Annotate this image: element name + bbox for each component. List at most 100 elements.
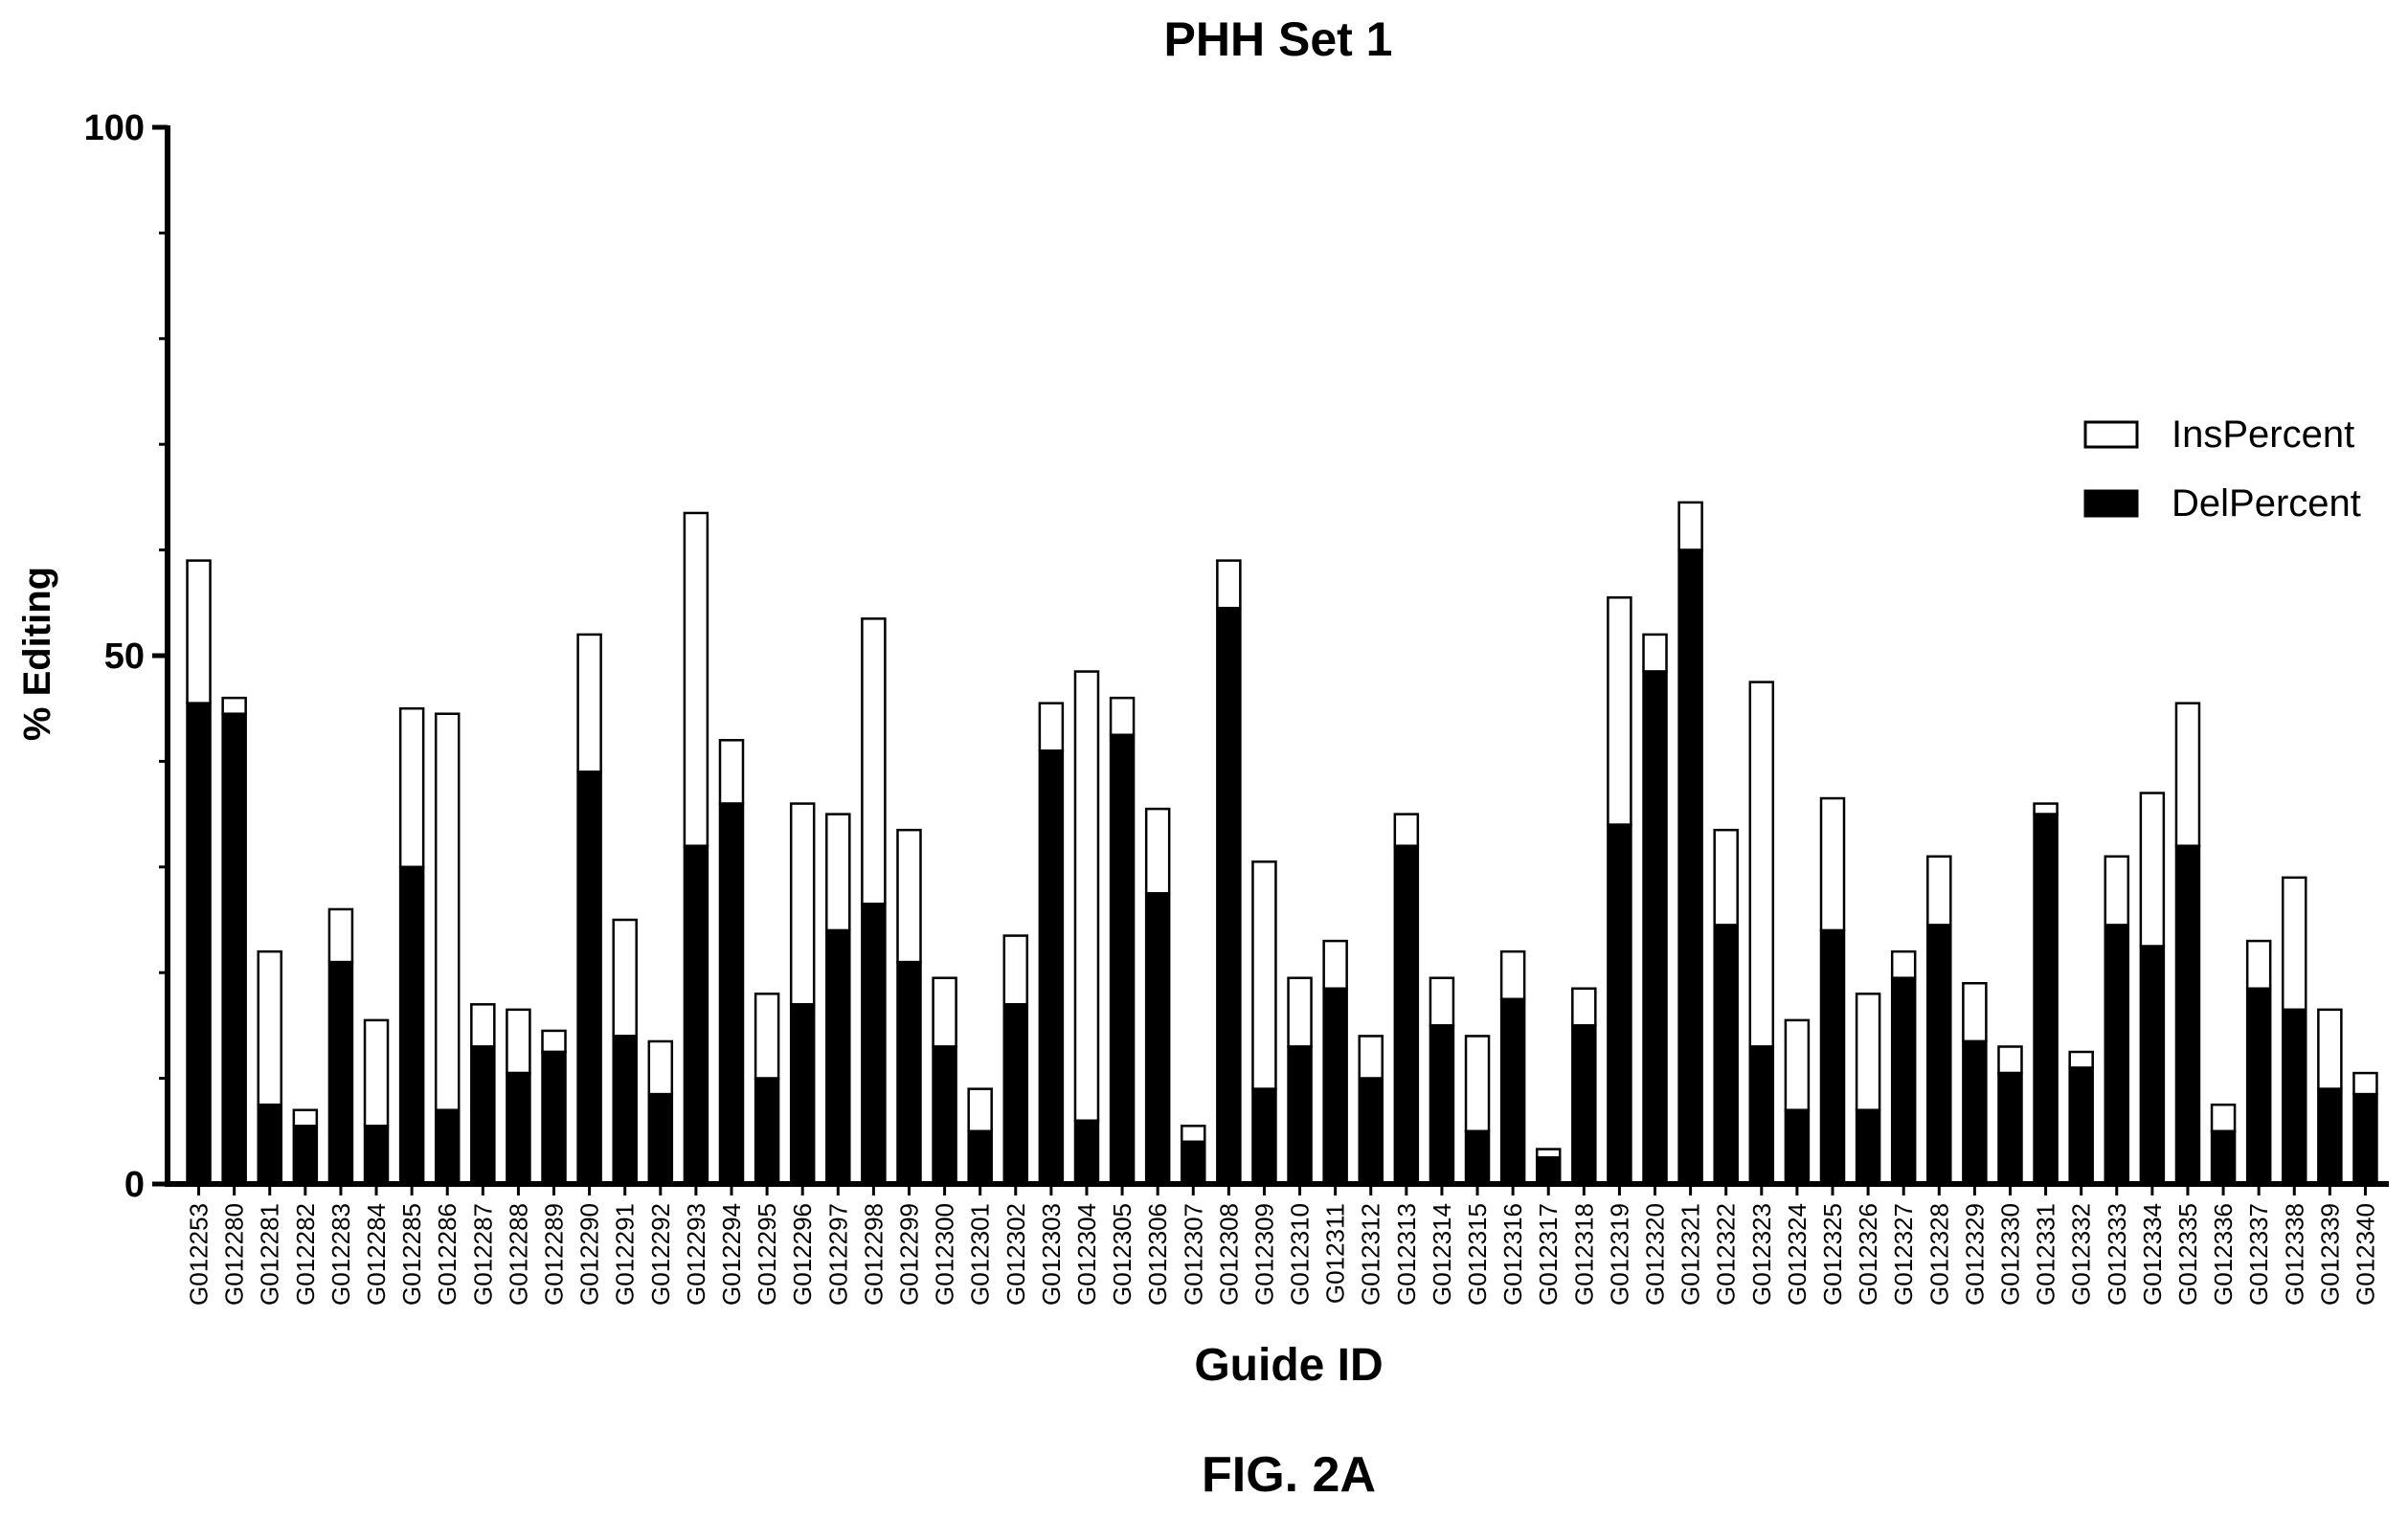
x-tick-label-G012320: G012320 <box>1641 1203 1670 1306</box>
bar-del-G012281 <box>257 1103 282 1186</box>
x-tick-label-G012306: G012306 <box>1143 1203 1172 1306</box>
bar-group-G012332 <box>2068 1050 2094 1186</box>
bar-group-G012338 <box>2282 876 2307 1186</box>
chart-title: PHH Set 1 <box>1164 12 1393 66</box>
bar-del-G012304 <box>1073 1119 1100 1186</box>
bar-del-G012328 <box>1926 924 1952 1186</box>
bar-group-G012301 <box>967 1087 993 1186</box>
bar-del-G012293 <box>683 844 709 1186</box>
legend-label-InsPercent: InsPercent <box>2172 413 2354 456</box>
bar-del-G012290 <box>576 771 602 1186</box>
bar-ins-G012321 <box>1677 501 1703 551</box>
x-tick-label-G012321: G012321 <box>1677 1203 1705 1306</box>
bar-ins-G012319 <box>1607 596 1632 826</box>
bar-group-G012339 <box>2317 1008 2343 1186</box>
bar-group-G012307 <box>1181 1125 1206 1186</box>
bar-group-G012286 <box>434 712 461 1186</box>
bar-group-G012302 <box>1002 934 1029 1186</box>
bar-ins-G012284 <box>363 1018 390 1128</box>
bar-ins-G012312 <box>1358 1035 1384 1080</box>
bar-ins-G012281 <box>257 949 282 1106</box>
bar-ins-G012300 <box>932 976 957 1048</box>
x-tick-label-G012311: G012311 <box>1321 1203 1350 1304</box>
x-tick-label-G012301: G012301 <box>966 1203 995 1306</box>
bar-del-G012326 <box>1855 1108 1881 1186</box>
bar-group-G012297 <box>825 813 851 1186</box>
bar-del-G012312 <box>1358 1077 1384 1186</box>
bar-group-G012326 <box>1855 993 1881 1186</box>
bar-del-G012302 <box>1002 1003 1029 1186</box>
x-tick-label-G012287: G012287 <box>468 1203 497 1306</box>
bar-group-G012291 <box>612 918 638 1186</box>
bar-del-G012253 <box>186 702 212 1186</box>
bar-ins-G012298 <box>861 617 887 905</box>
x-tick-label-G012291: G012291 <box>611 1203 640 1306</box>
x-tick-label-G012310: G012310 <box>1286 1203 1315 1306</box>
bar-group-G012311 <box>1322 939 1348 1186</box>
x-tick-label-G012326: G012326 <box>1854 1203 1882 1306</box>
bar-ins-G012332 <box>2068 1050 2094 1069</box>
x-tick-label-G012282: G012282 <box>291 1203 320 1306</box>
bar-del-G012325 <box>1819 928 1846 1186</box>
bar-ins-G012307 <box>1181 1125 1206 1144</box>
bar-del-G012335 <box>2174 844 2201 1186</box>
bar-group-G012309 <box>1251 860 1277 1186</box>
bar-ins-G012335 <box>2174 702 2201 847</box>
bar-ins-G012296 <box>789 802 816 1006</box>
bar-ins-G012306 <box>1144 807 1171 895</box>
bar-ins-G012290 <box>576 633 602 773</box>
bar-group-G012287 <box>470 1003 496 1186</box>
bar-ins-G012314 <box>1429 976 1455 1027</box>
x-tick-label-G012332: G012332 <box>2067 1203 2096 1306</box>
x-tick-label-G012286: G012286 <box>433 1203 461 1306</box>
legend-swatch-InsPercent <box>2083 420 2139 449</box>
bar-del-G012305 <box>1109 733 1136 1186</box>
bar-del-G012323 <box>1748 1045 1775 1186</box>
bar-ins-G012338 <box>2282 876 2307 1012</box>
x-tick-label-G012333: G012333 <box>2103 1203 2131 1306</box>
bar-ins-G012333 <box>2104 855 2130 927</box>
bar-del-G012292 <box>647 1092 674 1186</box>
bar-del-G012280 <box>221 712 247 1186</box>
bar-group-G012285 <box>398 706 425 1186</box>
bar-group-G012290 <box>576 633 602 1186</box>
bar-ins-G012297 <box>825 813 851 932</box>
bar-group-G012334 <box>2139 792 2166 1186</box>
x-tick-label-G012336: G012336 <box>2209 1203 2238 1306</box>
x-tick-label-G012281: G012281 <box>256 1203 284 1306</box>
bar-group-G012336 <box>2210 1103 2237 1186</box>
x-axis-label: Guide ID <box>1194 1340 1383 1391</box>
x-tick-label-G012292: G012292 <box>646 1203 675 1306</box>
bar-ins-G012304 <box>1073 670 1100 1123</box>
bar-del-G012289 <box>541 1050 567 1186</box>
bar-del-G012338 <box>2282 1008 2307 1186</box>
x-tick-label-G012280: G012280 <box>220 1203 249 1306</box>
bar-group-G012304 <box>1073 670 1100 1186</box>
bar-group-G012322 <box>1713 828 1739 1186</box>
bar-ins-G012299 <box>896 828 922 964</box>
bar-del-G012286 <box>434 1108 461 1186</box>
bar-group-G012330 <box>1997 1045 2023 1186</box>
bar-del-G012310 <box>1287 1045 1313 1186</box>
bar-group-G012329 <box>1962 981 1988 1186</box>
bar-ins-G012301 <box>967 1087 993 1133</box>
x-tick-label-G012307: G012307 <box>1179 1203 1207 1306</box>
bar-del-G012324 <box>1784 1108 1811 1186</box>
bar-group-G012299 <box>896 828 922 1186</box>
x-tick-label-G012323: G012323 <box>1747 1203 1776 1306</box>
bar-ins-G012340 <box>2352 1071 2378 1096</box>
x-tick-label-G012322: G012322 <box>1712 1203 1741 1306</box>
x-tick-label-G012290: G012290 <box>575 1203 604 1306</box>
bar-ins-G012336 <box>2210 1103 2237 1133</box>
bar-ins-G012331 <box>2033 802 2059 815</box>
bar-ins-G012303 <box>1038 702 1065 752</box>
bar-del-G012285 <box>398 865 425 1186</box>
bar-group-G012306 <box>1144 807 1171 1186</box>
bar-del-G012296 <box>789 1003 816 1186</box>
x-tick-label-G012319: G012319 <box>1605 1203 1633 1306</box>
x-tick-label-G012339: G012339 <box>2315 1203 2344 1306</box>
x-tick-label-G012295: G012295 <box>753 1203 781 1306</box>
bar-del-G012297 <box>825 928 851 1186</box>
bar-del-G012336 <box>2210 1129 2237 1186</box>
